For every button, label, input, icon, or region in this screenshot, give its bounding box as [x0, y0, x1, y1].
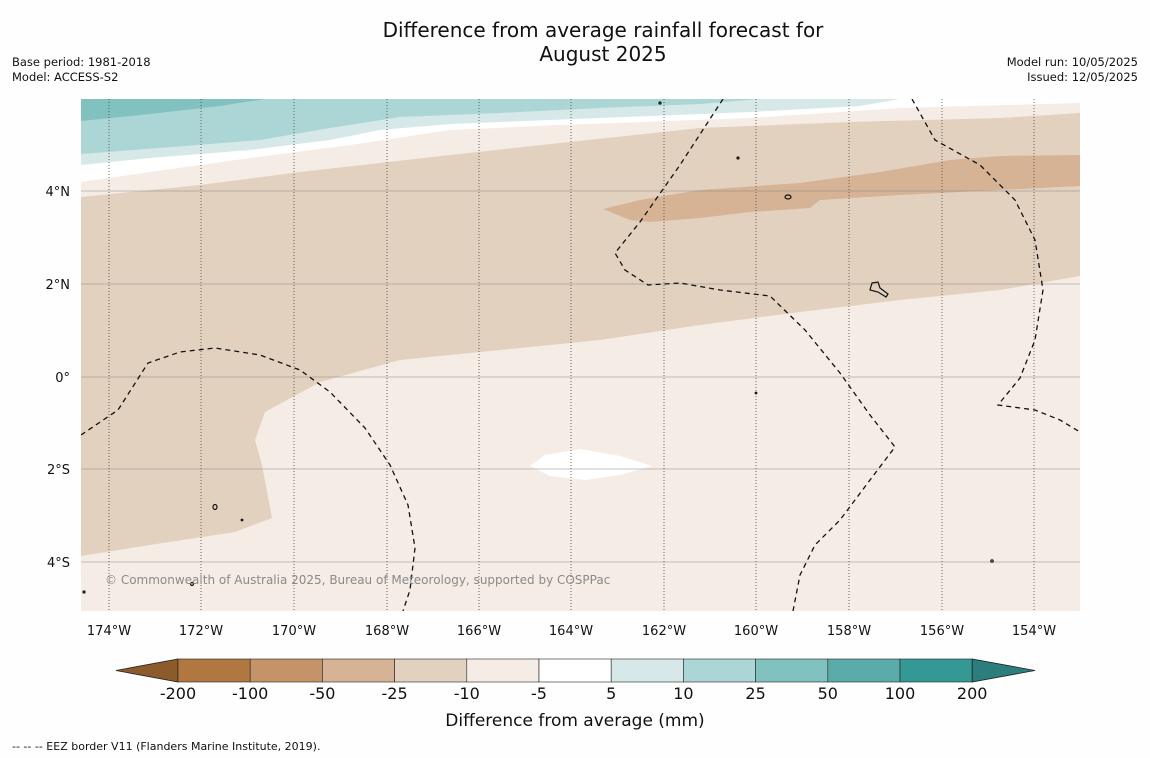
latitude-label: 2°S [47, 463, 70, 478]
latitude-labels: 4°N 2°N 0° 2°S 4°S [46, 185, 71, 571]
base-period: Base period: 1981-2018 [12, 55, 151, 69]
title-line-2: August 2025 [539, 42, 667, 66]
anomaly-zone-strong-teal [81, 99, 265, 121]
colorbar-tick-label: 200 [957, 684, 988, 703]
longitude-label: 162°W [642, 624, 686, 639]
model-name: Model: ACCESS-S2 [12, 70, 119, 84]
longitude-labels: 174°W 172°W 170°W 168°W 166°W 164°W 162°W 160°W… [87, 624, 1056, 639]
latitude-label: 0° [55, 371, 70, 386]
longitude-label: 156°W [920, 624, 964, 639]
colorbar-swatch [827, 658, 901, 683]
island-dot [82, 590, 86, 594]
meta-left: Base period: 1981-2018 Model: ACCESS-S2 [12, 55, 151, 85]
colorbar-swatch [466, 658, 540, 683]
colorbar-tick-label: 5 [606, 684, 616, 703]
colorbar-tick-label: -10 [454, 684, 480, 703]
copyright-notice: © Commonwealth of Australia 2025, Bureau… [105, 573, 610, 587]
colorbar-swatch [177, 658, 251, 683]
colorbar-tick-label: -100 [232, 684, 268, 703]
colorbar-swatch [899, 658, 973, 683]
island-dot [189, 581, 195, 587]
island-outline [869, 281, 889, 298]
colorbar-tick-label: -25 [382, 684, 408, 703]
colorbar-tick-label: -50 [309, 684, 335, 703]
longitude-label: 160°W [734, 624, 778, 639]
latitude-label: 4°S [47, 556, 70, 571]
issued-date: Issued: 12/05/2025 [1027, 70, 1138, 84]
island-dot [990, 559, 994, 563]
longitude-label: 154°W [1012, 624, 1056, 639]
colorbar-over-arrow [971, 658, 1036, 683]
island-outline [212, 503, 218, 511]
eez-border-kiribati [614, 99, 896, 611]
eez-footnote: -- -- -- EEZ border V11 (Flanders Marine… [12, 740, 321, 753]
colorbar-tick-label: -5 [531, 684, 547, 703]
map-area: © Commonwealth of Australia 2025, Bureau… [81, 99, 1080, 611]
colorbar-tick-label: 10 [673, 684, 693, 703]
island-outline [784, 194, 792, 200]
colorbar-tick-label: 50 [818, 684, 838, 703]
colorbar-swatch [683, 658, 756, 683]
eez-borders [81, 99, 1080, 611]
colorbar-swatch [538, 658, 612, 683]
islands [82, 101, 994, 594]
island-dot [736, 156, 740, 160]
island-dot [754, 391, 758, 395]
colorbar-swatch [249, 658, 323, 683]
island-dot [240, 518, 244, 522]
title-line-1: Difference from average rainfall forecas… [382, 18, 824, 42]
longitude-label: 172°W [179, 624, 223, 639]
island-dot [658, 101, 662, 105]
colorbar-tick-label: 100 [885, 684, 916, 703]
longitude-label: 166°W [457, 624, 501, 639]
colorbar-under-arrow [115, 658, 179, 683]
longitude-label: 170°W [272, 624, 316, 639]
anomaly-zone-mid-teal [81, 99, 760, 154]
colorbar: -200 -100 -50 -25 -10 -5 5 10 25 50 100 200 [115, 658, 1036, 703]
meta-right: Model run: 10/05/2025 Issued: 12/05/2025 [1007, 55, 1138, 85]
colorbar-swatch [322, 658, 395, 683]
longitude-label: 174°W [87, 624, 131, 639]
colorbar-swatch [755, 658, 829, 683]
latitude-label: 4°N [46, 185, 71, 200]
longitude-label: 158°W [827, 624, 871, 639]
longitude-label: 164°W [549, 624, 593, 639]
colorbar-tick-label: 25 [745, 684, 765, 703]
eez-border-tokelau [81, 347, 416, 611]
colorbar-swatch [394, 658, 468, 683]
model-run: Model run: 10/05/2025 [1006, 55, 1138, 69]
colorbar-title: Difference from average (mm) [445, 711, 704, 731]
colorbar-swatch [610, 658, 684, 683]
anomaly-zone-near-average-south [530, 449, 652, 480]
latitude-label: 2°N [46, 278, 71, 293]
graticule [81, 99, 1080, 611]
anomaly-zone-strong-brown [603, 155, 1080, 222]
longitude-label: 168°W [365, 624, 409, 639]
colorbar-tick-label: -200 [160, 684, 196, 703]
anomaly-zone-mid-brown [81, 113, 1080, 556]
map-title: Difference from average rainfall forecas… [0, 18, 1150, 66]
